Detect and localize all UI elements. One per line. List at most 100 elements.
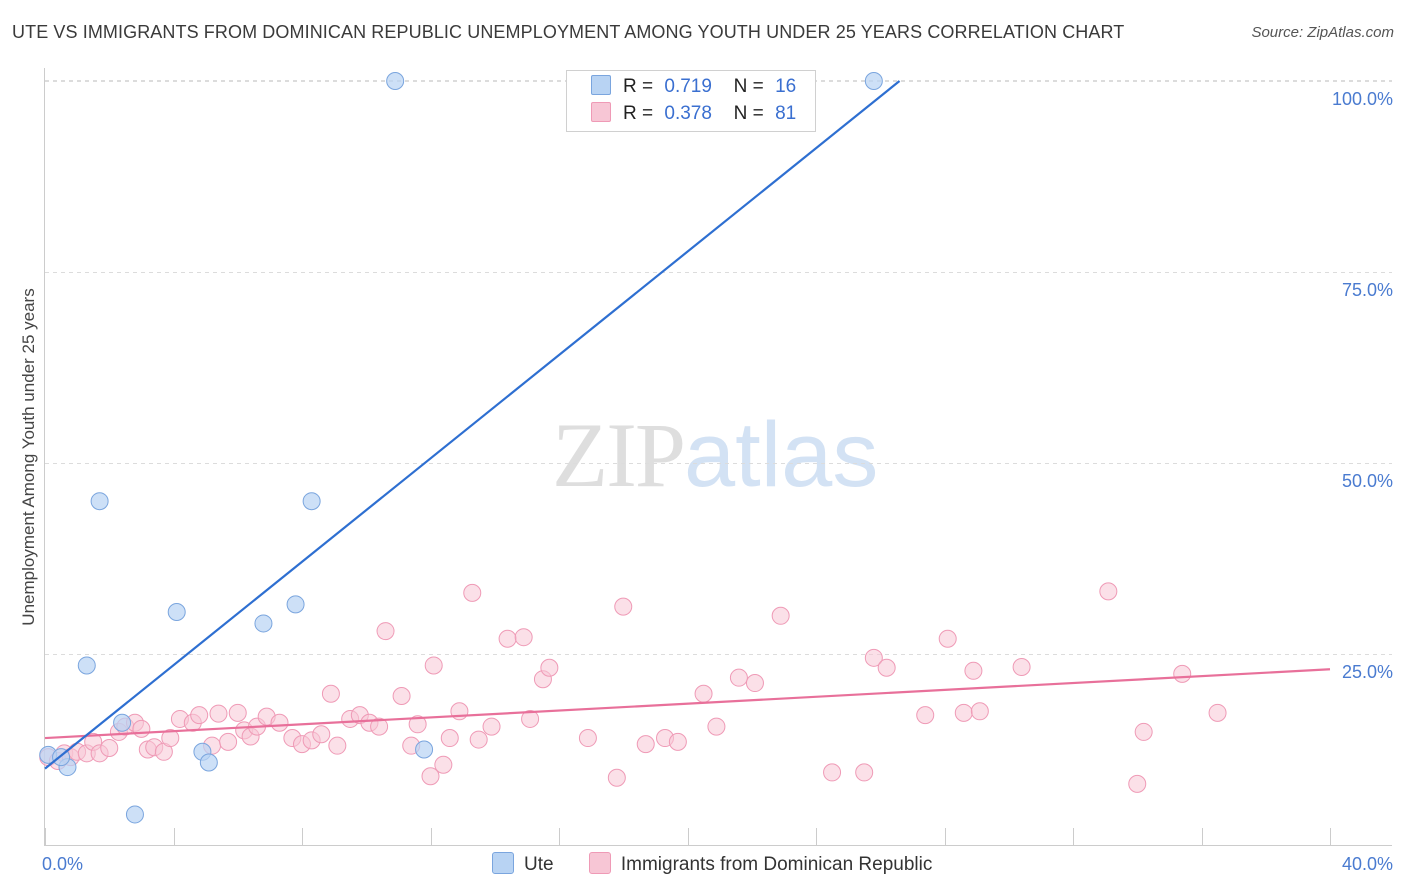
dom-point [916, 706, 935, 725]
dom-point [729, 668, 748, 687]
dom-series-points [39, 582, 1227, 793]
dom-point [964, 661, 983, 680]
legend-row-dom: R = 0.378 N = 81 [591, 102, 796, 126]
y-tick-label: 100.0% [1332, 89, 1393, 109]
ute-point [77, 656, 96, 675]
ute-trend-line [44, 80, 901, 770]
ute-point [113, 713, 132, 732]
dom-point [668, 732, 687, 751]
dom-point [607, 768, 626, 787]
dom-point [440, 729, 459, 748]
dom-point [514, 628, 533, 647]
dom-point [521, 709, 540, 728]
legend-swatch-dom [591, 102, 611, 122]
ute-point [199, 753, 218, 772]
dom-point [1099, 582, 1118, 601]
dom-point [209, 704, 228, 723]
dom-point [463, 583, 482, 602]
ute-point [302, 492, 321, 511]
dom-point [190, 706, 209, 725]
dom-point [328, 736, 347, 755]
legend-dom-r: 0.378 [664, 103, 712, 124]
dom-point [469, 730, 488, 749]
dom-point [877, 658, 896, 677]
grid-lines [45, 80, 1392, 655]
bottom-legend-label-ute: Ute [524, 854, 554, 875]
dom-trend-line [44, 668, 1331, 740]
ute-series-points [39, 72, 883, 824]
dom-point [408, 715, 427, 734]
source-label: Source: ZipAtlas.com [1251, 24, 1394, 41]
chart-title: UTE VS IMMIGRANTS FROM DOMINICAN REPUBLI… [12, 22, 1125, 42]
y-tick-label: 25.0% [1342, 662, 1393, 682]
ute-point [167, 602, 186, 621]
dom-point [970, 702, 989, 721]
ute-point [864, 72, 883, 90]
ute-point [254, 614, 273, 633]
bottom-legend-swatch-dom [588, 852, 611, 874]
dom-point [312, 725, 331, 744]
legend-swatch-ute [591, 75, 611, 95]
ute-point [415, 740, 434, 759]
bottom-legend-label-dom: Immigrants from Dominican Republic [620, 854, 933, 875]
dom-point [100, 738, 119, 757]
legend: R = 0.719 N = 16 R = 0.378 N = 81 [566, 70, 816, 132]
dom-point [823, 763, 842, 782]
bottom-legend-dom: Immigrants from Dominican Republic [588, 852, 933, 876]
ute-point [90, 492, 109, 511]
dom-point [1012, 657, 1031, 676]
legend-r-label: R = [623, 103, 654, 124]
dom-point [376, 622, 395, 641]
watermark-zip: ZIP [552, 404, 686, 506]
watermark: ZIPatlas [552, 402, 878, 508]
ute-point [386, 72, 405, 90]
dom-point [954, 703, 973, 722]
dom-point [578, 729, 597, 748]
dom-point [434, 755, 453, 774]
y-tick-label: 50.0% [1342, 471, 1393, 491]
dom-point [161, 729, 180, 748]
dom-point [1134, 722, 1153, 741]
dom-point [1208, 703, 1227, 722]
y-tick-label: 75.0% [1342, 280, 1393, 300]
x-tick-label: 40.0% [1342, 854, 1393, 874]
ute-point [286, 595, 305, 614]
dom-point [855, 763, 874, 782]
dom-point [228, 703, 247, 722]
y-axis-label: Unemployment Among Youth under 25 years [19, 288, 38, 625]
dom-point [321, 684, 340, 703]
dom-point [482, 717, 501, 736]
legend-row-ute: R = 0.719 N = 16 [591, 75, 796, 99]
dom-point [938, 629, 957, 648]
dom-point [614, 597, 633, 616]
legend-ute-n: 16 [775, 76, 797, 97]
dom-point [745, 674, 764, 693]
dom-point [132, 719, 151, 738]
dom-point [694, 684, 713, 703]
axes [44, 68, 1392, 846]
trend-lines [44, 80, 1331, 770]
dom-point [370, 717, 389, 736]
dom-point [771, 606, 790, 625]
dom-point [270, 713, 289, 732]
dom-point [1173, 664, 1192, 683]
tick-labels: 25.0% 50.0% 75.0% 100.0% 0.0% 40.0% Unemployme… [19, 89, 1393, 874]
dom-point [424, 656, 443, 675]
dom-point [707, 717, 726, 736]
watermark-atlas: atlas [684, 404, 879, 506]
legend-n-label: N = [733, 103, 764, 124]
dom-point [219, 732, 238, 751]
bottom-legend-ute: Ute [492, 852, 554, 876]
legend-r-label: R = [623, 76, 654, 97]
ute-point [125, 805, 144, 824]
dom-point [421, 767, 440, 786]
dom-point [392, 687, 411, 706]
bottom-legend-swatch-ute [492, 852, 514, 874]
dom-point [636, 735, 655, 754]
dom-point [498, 629, 517, 648]
dom-point [540, 658, 559, 677]
bottom-legend: Ute Immigrants from Dominican Republic [492, 852, 962, 876]
legend-n-label: N = [733, 76, 764, 97]
legend-dom-n: 81 [775, 103, 797, 124]
